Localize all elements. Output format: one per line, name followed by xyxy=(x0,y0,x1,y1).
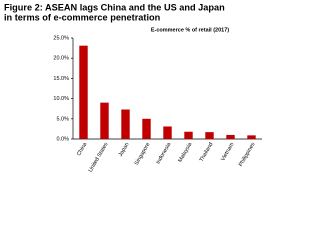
x-tick-label: Singapore xyxy=(134,142,152,167)
bar xyxy=(226,134,235,139)
y-tick-label: 5.0% xyxy=(56,116,69,122)
chart: Figure 2: ASEAN lags China and the US an… xyxy=(4,2,262,174)
y-tick-label: 20.0% xyxy=(53,56,69,62)
legend-label: E-commerce % of retail (2017) xyxy=(151,27,229,33)
chart-title: Figure 2: ASEAN lags China and the US an… xyxy=(4,2,225,12)
bar xyxy=(79,45,88,140)
bar xyxy=(205,132,214,139)
bar xyxy=(163,126,172,139)
bar xyxy=(121,109,130,139)
chart-title: in terms of e-commerce penetration xyxy=(4,12,161,22)
x-tick-label: United States xyxy=(88,142,110,174)
y-tick-label: 0.0% xyxy=(56,136,69,142)
x-tick-label: Japan xyxy=(118,142,131,158)
x-tick-label: Indonesia xyxy=(155,141,173,165)
bar xyxy=(247,135,256,139)
y-tick-label: 10.0% xyxy=(53,96,69,102)
bar xyxy=(184,131,193,139)
y-tick-label: 25.0% xyxy=(53,35,69,41)
y-tick-label: 15.0% xyxy=(53,76,69,82)
bar xyxy=(142,118,151,139)
x-tick-label: China xyxy=(76,141,89,157)
x-tick-label: Thailand xyxy=(199,142,215,163)
x-tick-label: Malaysia xyxy=(177,141,194,164)
x-tick-label: Philippines xyxy=(238,142,257,168)
bar xyxy=(100,102,109,139)
x-tick-label: Vietnam xyxy=(220,141,235,162)
